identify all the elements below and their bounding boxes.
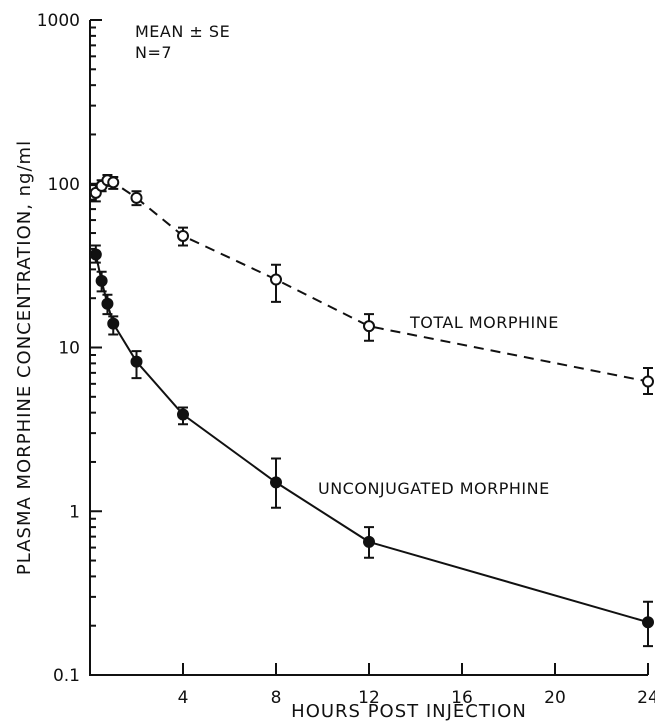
x-axis-ticks: 4 8 12 16 20 24 [178,663,655,708]
x-tick-label: 4 [178,688,189,708]
data-point [101,297,114,310]
x-tick-label: 16 [451,688,473,708]
data-point [642,375,654,388]
data-point [642,616,654,629]
series-line [95,179,649,383]
y-tick-label: 0.1 [53,666,80,686]
series-total-morphine [89,174,654,396]
x-tick-label: 24 [637,688,655,708]
data-point [107,317,120,330]
x-tick-label: 20 [544,688,566,708]
series-label-unconjugated-morphine: UNCONJUGATED MORPHINE [318,479,550,498]
y-tick-label: 100 [48,175,80,195]
data-point [130,191,143,204]
data-point [177,408,189,421]
series-line [94,254,649,624]
y-tick-label: 1000 [37,11,80,31]
x-tick-label: 12 [358,688,380,708]
data-point [363,320,375,333]
axes [89,20,648,676]
data-point [130,355,143,368]
stats-annotation-mean-se: MEAN ± SE [135,22,230,41]
stats-annotation-n: N=7 [135,43,172,62]
data-point [107,176,120,189]
axis-frame [89,20,648,676]
x-tick-label: 8 [271,688,282,708]
data-point [270,476,282,489]
data-point [89,248,102,261]
data-point [270,273,282,286]
x-axis-title: HOURS POST INJECTION [291,701,527,722]
y-tick-label: 1 [69,502,80,522]
data-point [177,229,189,242]
y-axis-title: PLASMA MORPHINE CONCENTRATION, ng/ml [14,140,35,575]
data-point [95,274,108,287]
data-point [363,535,375,548]
y-tick-label: 10 [58,339,80,359]
series-unconjugated-morphine [89,244,654,648]
series-label-total-morphine: TOTAL MORPHINE [409,313,559,332]
series-layer [89,174,654,648]
y-axis-ticks: 0.1 1 10 100 1000 [37,11,102,686]
